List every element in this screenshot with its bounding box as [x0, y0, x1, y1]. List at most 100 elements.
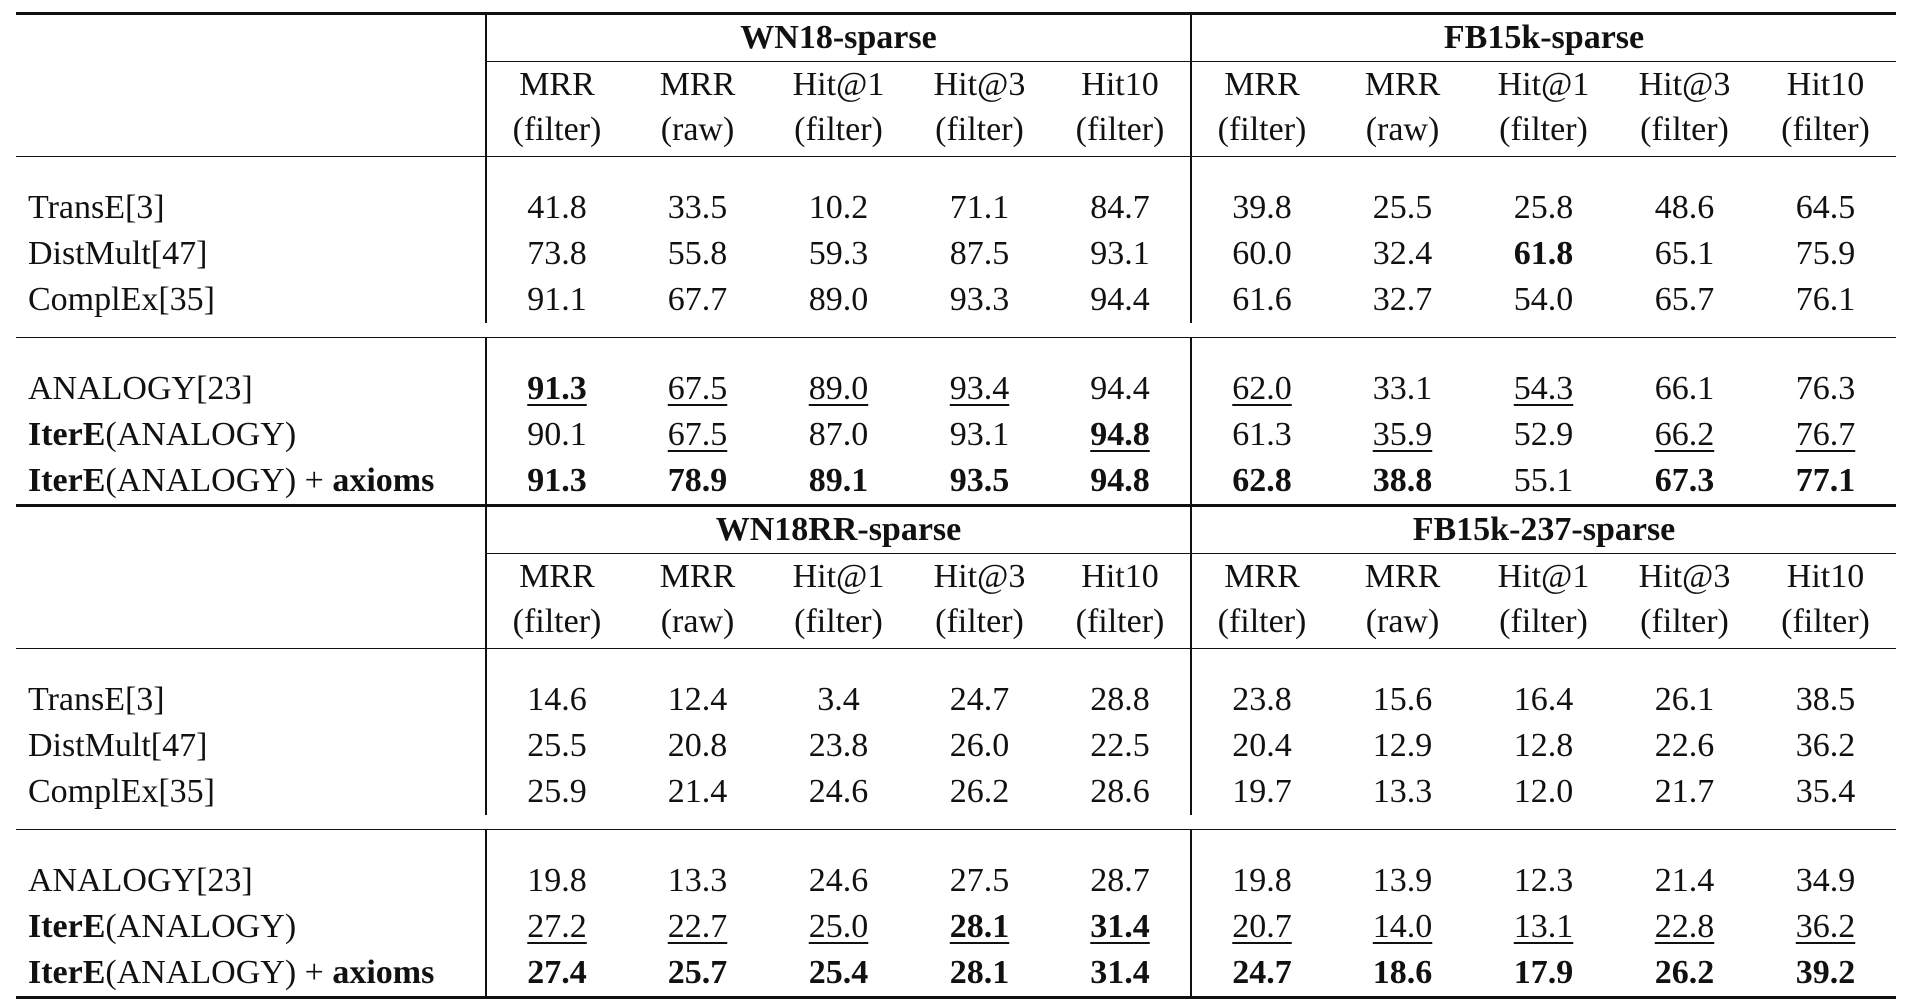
column-setting: (filter) [1473, 600, 1614, 649]
method-name: TransE[3] [28, 681, 165, 718]
table-cell: 89.0 [768, 277, 909, 323]
header-corner [16, 600, 486, 649]
cell-value: 94.8 [1090, 416, 1150, 453]
table-cell: 67.5 [627, 338, 768, 413]
cell-value: 90.1 [527, 416, 587, 453]
table-cell: 31.4 [1050, 950, 1191, 999]
cell-value: 22.5 [1090, 727, 1150, 764]
gap-cell [1755, 323, 1896, 338]
cell-value: 65.7 [1654, 281, 1715, 318]
table-cell: 15.6 [1332, 649, 1473, 724]
cell-value: 93.5 [949, 462, 1010, 499]
table-cell: 62.0 [1190, 337, 1332, 412]
cell-value: 89.0 [808, 370, 869, 407]
cell-value: 67.5 [667, 370, 728, 407]
cell-value: 14.6 [527, 681, 587, 718]
gap-cell [1050, 815, 1191, 830]
cell-value: 65.1 [1654, 235, 1715, 272]
table-cell: 24.6 [768, 769, 909, 815]
table-cell: 71.1 [909, 157, 1050, 232]
table-cell: 62.8 [1190, 458, 1332, 507]
cell-value: 27.2 [527, 908, 587, 945]
table-cell: 19.8 [485, 829, 627, 904]
cell-value: 73.8 [527, 235, 587, 272]
gap-cell [486, 323, 627, 338]
cell-value: 67.7 [667, 281, 728, 318]
table-cell: 84.7 [1050, 157, 1191, 232]
cell-value: 91.1 [527, 281, 587, 318]
table-cell: 13.3 [1332, 769, 1473, 815]
column-setting: (raw) [627, 108, 768, 157]
cell-value: 20.8 [667, 727, 728, 764]
cell-value: 12.8 [1513, 727, 1574, 764]
gap-cell [1332, 323, 1473, 338]
table-row: IterE(ANALOGY) 90.1 67.5 87.0 93.1 94.8 61.3 35… [16, 412, 1896, 458]
cell-value: 25.4 [808, 954, 869, 991]
cell-value: 13.3 [1372, 773, 1433, 810]
table-cell: 78.9 [627, 458, 768, 507]
column-setting: (filter) [1755, 108, 1896, 157]
cell-value: 21.7 [1654, 773, 1715, 810]
table-row: TransE[3] 14.6 12.4 3.4 24.7 28.8 23.8 15.6 16.4… [16, 648, 1896, 724]
dataset-title-left: WN18RR-sparse [485, 504, 1191, 554]
table-cell: 89.0 [768, 338, 909, 413]
table-cell: 18.6 [1332, 950, 1473, 999]
cell-value: 24.7 [949, 681, 1010, 718]
method-name-bold: IterE [28, 462, 106, 499]
gap-cell [16, 815, 486, 830]
cell-value: 33.5 [667, 189, 728, 226]
table-cell: 28.7 [1050, 830, 1191, 905]
column-setting: (filter) [1473, 108, 1614, 157]
cell-value: 13.1 [1513, 908, 1574, 945]
cell-value: 35.4 [1795, 773, 1856, 810]
cell-value: 26.2 [1654, 954, 1715, 991]
cell-value: 39.2 [1795, 954, 1856, 991]
table-cell: 27.4 [485, 950, 627, 999]
dataset-title-right: FB15k-237-sparse [1190, 504, 1896, 554]
table-cell: 55.1 [1473, 458, 1614, 507]
cell-value: 66.1 [1654, 370, 1715, 407]
cell-value: 89.1 [808, 462, 869, 499]
gap-cell [1332, 815, 1473, 830]
table-cell: 36.2 [1755, 904, 1896, 950]
gap-cell [1473, 815, 1614, 830]
cell-value: 25.5 [527, 727, 587, 764]
table-cell: 25.0 [768, 904, 909, 950]
table-cell: 24.6 [768, 830, 909, 905]
table-cell: 32.7 [1332, 277, 1473, 323]
cell-value: 15.6 [1372, 681, 1433, 718]
cell-value: 31.4 [1090, 954, 1150, 991]
cell-value: 93.1 [1090, 235, 1150, 272]
cell-value: 12.4 [667, 681, 728, 718]
table-cell: 23.8 [768, 723, 909, 769]
method-name-bold: IterE [28, 908, 106, 945]
cell-value: 25.8 [1513, 189, 1574, 226]
column-setting: (filter) [1190, 108, 1332, 157]
table-cell: 19.8 [1190, 829, 1332, 904]
table-cell: 32.4 [1332, 231, 1473, 277]
table-cell: 77.1 [1755, 458, 1896, 507]
method-name-rest: (ANALOGY) + [105, 954, 333, 991]
table-cell: 31.4 [1050, 904, 1191, 950]
table-cell: 87.0 [768, 412, 909, 458]
gap-cell [1050, 323, 1191, 338]
table-cell: 10.2 [768, 157, 909, 232]
column-metric: Hit@1 [792, 558, 885, 595]
column-setting: (filter) [909, 108, 1050, 157]
table-cell: 26.2 [909, 769, 1050, 815]
cell-value: 23.8 [1232, 681, 1292, 718]
column-metric: Hit@3 [933, 558, 1026, 595]
cell-value: 61.6 [1232, 281, 1292, 318]
cell-value: 34.9 [1795, 862, 1856, 899]
cell-value: 23.8 [808, 727, 869, 764]
table-cell: 66.1 [1614, 338, 1755, 413]
cell-value: 20.7 [1232, 908, 1292, 945]
cell-value: 33.1 [1372, 370, 1433, 407]
table-row: DistMult[47] 25.5 20.8 23.8 26.0 22.5 20.4 12.9… [16, 723, 1896, 769]
cell-value: 28.8 [1090, 681, 1150, 718]
cell-value: 26.1 [1654, 681, 1715, 718]
metric-header-row: MRR MRR Hit@1 Hit@3 Hit10 MRR MRR Hit@1 Hit@3 Hit… [16, 553, 1896, 600]
table-cell: 94.8 [1050, 458, 1191, 507]
cell-value: 28.6 [1090, 773, 1150, 810]
cell-value: 18.6 [1372, 954, 1433, 991]
